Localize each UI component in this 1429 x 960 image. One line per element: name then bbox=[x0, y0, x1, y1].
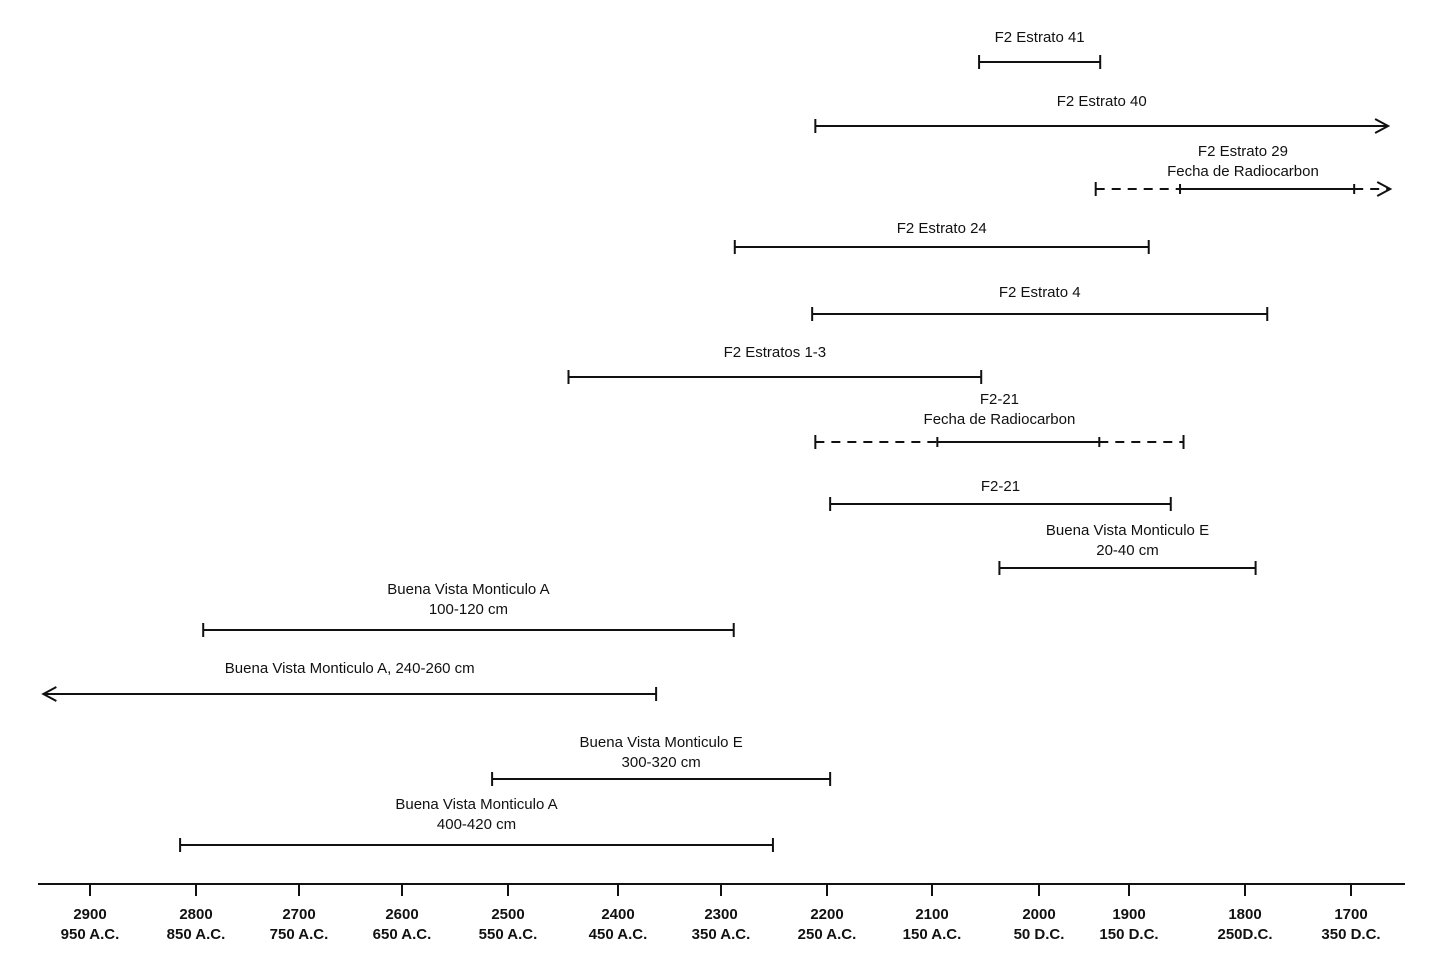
x-tick-label-era: 850 A.C. bbox=[167, 926, 226, 943]
range-label: Fecha de Radiocarbon bbox=[1167, 163, 1319, 180]
range-label: F2 Estrato 40 bbox=[1057, 93, 1147, 110]
x-tick-label-bp: 2700 bbox=[282, 906, 315, 923]
x-tick-label-bp: 1900 bbox=[1112, 906, 1145, 923]
range-bar: Buena Vista Monticulo E 300-320 cm bbox=[491, 734, 832, 786]
range-label: F2 Estratos 1-3 bbox=[724, 344, 827, 361]
range-bar: Buena Vista Monticulo A 400-420 cm bbox=[179, 796, 774, 852]
x-tick-label-bp: 2200 bbox=[810, 906, 843, 923]
range-label: 100-120 cm bbox=[429, 601, 508, 618]
x-tick-label-era: 450 A.C. bbox=[589, 926, 648, 943]
x-tick-label-bp: 2000 bbox=[1022, 906, 1055, 923]
range-label: Buena Vista Monticulo A bbox=[395, 796, 557, 813]
range-bar: F2 Estrato 41 bbox=[978, 29, 1102, 69]
range-arrow-head bbox=[41, 686, 57, 702]
range-bar: Buena Vista Monticulo E 20-40 cm bbox=[998, 522, 1257, 575]
x-tick-label-era: 650 A.C. bbox=[373, 926, 432, 943]
range-label: 400-420 cm bbox=[437, 816, 516, 833]
range-label: F2 Estrato 4 bbox=[999, 284, 1081, 301]
range-label: F2 Estrato 24 bbox=[897, 220, 987, 237]
range-label: F2-21 bbox=[981, 478, 1020, 495]
range-label: Fecha de Radiocarbon bbox=[924, 411, 1076, 428]
x-tick-label-era: 50 D.C. bbox=[1014, 926, 1065, 943]
x-tick-label-era: 250D.C. bbox=[1217, 926, 1272, 943]
range-bar: Buena Vista Monticulo A 100-120 cm bbox=[202, 581, 735, 637]
range-bar: F2 Estrato 4 bbox=[811, 284, 1269, 321]
x-tick-label-bp: 2900 bbox=[73, 906, 106, 923]
x-tick-label-bp: 2500 bbox=[491, 906, 524, 923]
range-label: Buena Vista Monticulo A bbox=[387, 581, 549, 598]
x-tick-label-bp: 2300 bbox=[704, 906, 737, 923]
range-bar: F2-21 Fecha de Radiocarbon bbox=[814, 391, 1185, 449]
range-label: F2 Estrato 41 bbox=[995, 29, 1085, 46]
x-axis: 2900 950 A.C. 2800 850 A.C. 2700 750 A.C. 2600… bbox=[38, 883, 1405, 943]
x-tick-label-era: 150 D.C. bbox=[1099, 926, 1158, 943]
x-tick-label-era: 350 A.C. bbox=[692, 926, 751, 943]
range-bar: Buena Vista Monticulo A, 240-260 cm bbox=[41, 660, 658, 702]
range-label: 20-40 cm bbox=[1096, 542, 1159, 559]
range-bar: F2 Estrato 29 Fecha de Radiocarbon bbox=[1094, 143, 1393, 197]
x-tick-label-era: 950 A.C. bbox=[61, 926, 120, 943]
range-arrow-head bbox=[1374, 118, 1391, 134]
range-label: F2-21 bbox=[980, 391, 1019, 408]
range-arrow-head bbox=[1376, 181, 1393, 197]
x-tick-label-bp: 1700 bbox=[1334, 906, 1367, 923]
range-label: 300-320 cm bbox=[622, 754, 701, 771]
range-label: F2 Estrato 29 bbox=[1198, 143, 1288, 160]
range-bar: F2 Estrato 40 bbox=[814, 93, 1391, 134]
range-bar: F2-21 bbox=[829, 478, 1172, 511]
range-label: Buena Vista Monticulo E bbox=[580, 734, 743, 751]
x-tick-label-era: 350 D.C. bbox=[1321, 926, 1380, 943]
x-tick-label-era: 250 A.C. bbox=[798, 926, 857, 943]
range-bar: F2 Estrato 24 bbox=[733, 220, 1150, 254]
range-label: Buena Vista Monticulo E bbox=[1046, 522, 1209, 539]
x-tick-label-bp: 2800 bbox=[179, 906, 212, 923]
x-tick-label-bp: 2100 bbox=[915, 906, 948, 923]
range-bar: F2 Estratos 1-3 bbox=[567, 344, 983, 384]
x-tick-label-era: 150 A.C. bbox=[903, 926, 962, 943]
x-tick-label-era: 750 A.C. bbox=[270, 926, 329, 943]
range-label: Buena Vista Monticulo A, 240-260 cm bbox=[225, 660, 475, 677]
x-tick-label-era: 550 A.C. bbox=[479, 926, 538, 943]
x-tick-label-bp: 2400 bbox=[601, 906, 634, 923]
x-tick-label-bp: 2600 bbox=[385, 906, 418, 923]
x-tick-label-bp: 1800 bbox=[1228, 906, 1261, 923]
